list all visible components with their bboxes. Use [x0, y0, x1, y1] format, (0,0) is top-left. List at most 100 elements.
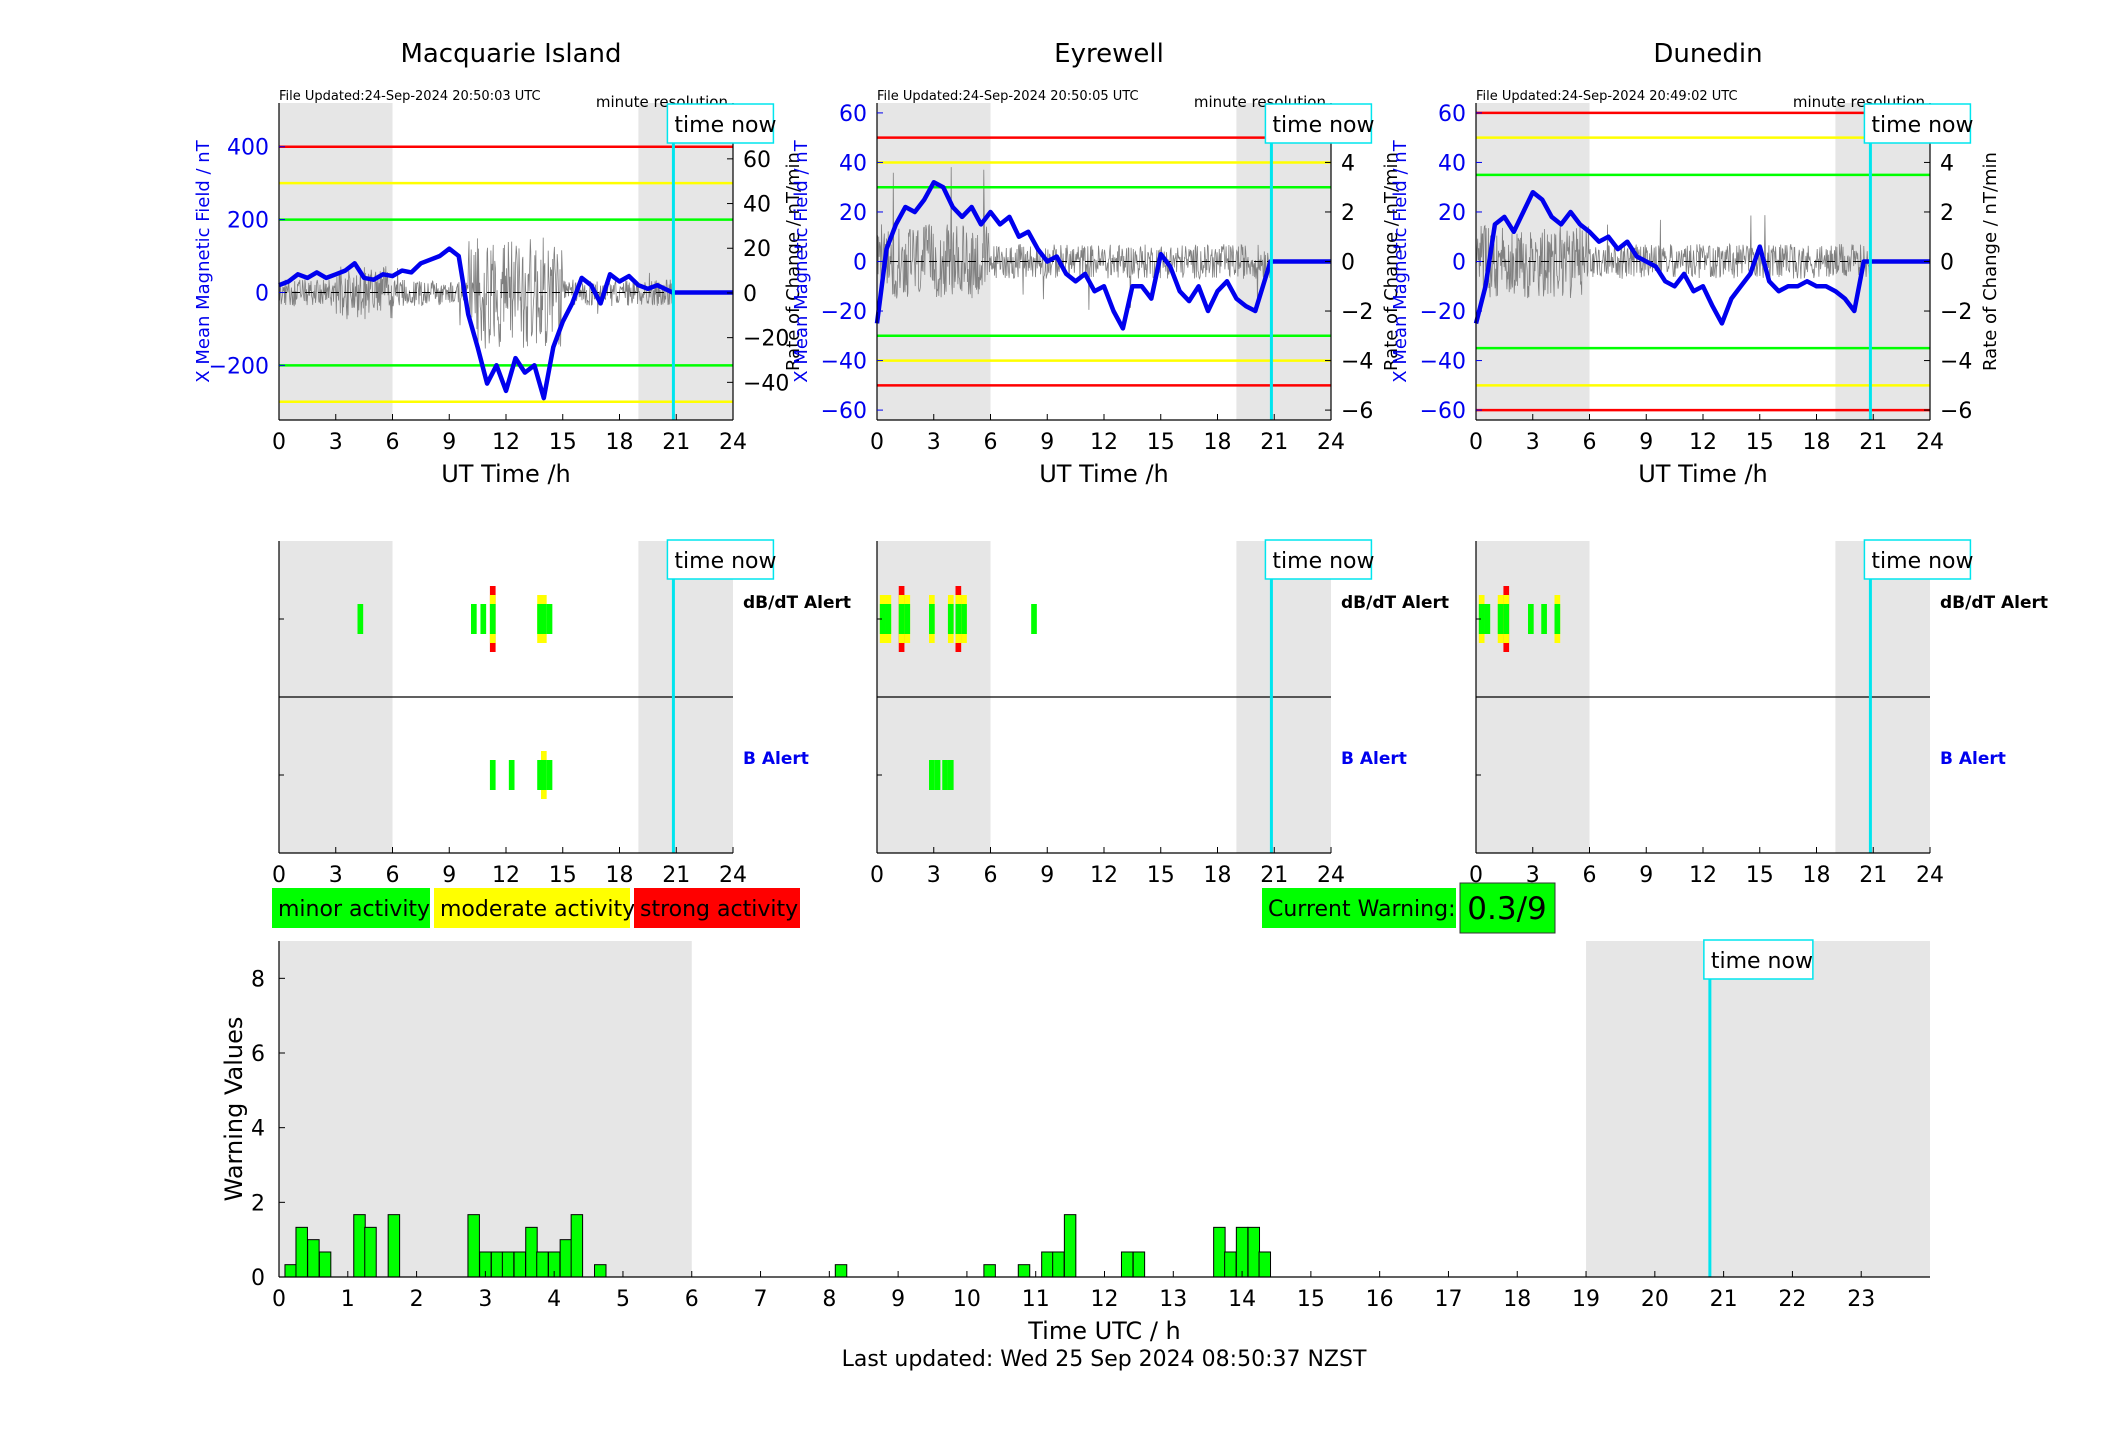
y-tick-label: 60: [839, 102, 867, 127]
warning-bar: [1258, 1251, 1272, 1278]
x-tick-label: 1: [341, 1287, 355, 1312]
x-tick-label: 17: [1434, 1287, 1462, 1312]
time-now-box: [1264, 103, 1373, 144]
warning-bar: [1224, 1251, 1237, 1278]
x-tick-label: 12: [1689, 863, 1717, 888]
dbdt-alert-mark: [1497, 604, 1504, 634]
y-tick-label: 0: [255, 281, 269, 306]
x-tick-label: 0: [272, 1287, 286, 1312]
dbdt-alert-mark: [955, 604, 962, 634]
x-tick-label: 3: [1526, 430, 1540, 455]
time-now-box: [1264, 539, 1373, 580]
y-right-tick-label: 20: [743, 237, 771, 262]
y-right-tick-label: 2: [1341, 201, 1355, 226]
legend-strong-swatch: [634, 888, 800, 928]
y-tick-label: 0: [251, 1266, 265, 1291]
y-tick-label: −40: [1420, 350, 1466, 375]
y-tick-label: 0: [853, 251, 867, 276]
alert-panel-1: 0 3 6 9 12 15 18 21 24 dB/dT Alert B Alert time now: [272, 539, 851, 888]
x-tick-label: 3: [329, 863, 343, 888]
x-tick-label: 21: [1710, 1287, 1738, 1312]
y-right-tick-label: 0: [743, 282, 757, 307]
dbdt-alert-mark: [357, 604, 364, 634]
legend-moderate-swatch: [434, 888, 630, 928]
mean-field-series: [278, 246, 733, 401]
b-alert-mark: [540, 760, 547, 790]
y-right-tick-label: 0: [1940, 251, 1954, 276]
b-alert-label: B Alert: [743, 749, 809, 769]
rate-of-change-trace: [1475, 215, 1870, 299]
time-now-label: time now: [1871, 549, 1973, 574]
y-right-axis-label: Rate of Change / nT/min: [1980, 152, 2001, 371]
dbdt-alert-mark: [904, 604, 911, 634]
warning-bar: [387, 1214, 401, 1278]
y-tick-label: 60: [1438, 102, 1466, 127]
x-tick-label: 0: [870, 430, 884, 455]
x-tick-label: 5: [616, 1287, 630, 1312]
night-shading: [638, 103, 733, 420]
y-tick-label: −200: [209, 354, 269, 379]
warning-bar: [467, 1214, 480, 1278]
b-alert-label: B Alert: [1341, 749, 1407, 769]
x-tick-label: 12: [1689, 430, 1717, 455]
dbdt-alert-mark: [929, 604, 935, 634]
y-right-tick-label: 4: [1940, 151, 1954, 176]
x-tick-label: 0: [1469, 430, 1483, 455]
warning-bar: [1017, 1264, 1031, 1278]
y-axis-label: X Mean Magnetic Field / nT: [193, 139, 214, 382]
warning-bar: [307, 1239, 320, 1278]
y-axis-label: X Mean Magnetic Field / nT: [791, 139, 812, 382]
y-tick-label: 40: [839, 151, 867, 176]
b-alert-mark: [947, 760, 954, 790]
y-tick-label: 40: [1438, 151, 1466, 176]
x-tick-label: 6: [386, 863, 400, 888]
y-right-axis-label: Rate of Change / nT/min: [783, 152, 804, 371]
y-right-tick-label: 60: [743, 148, 771, 173]
warning-bar: [1052, 1251, 1065, 1278]
warning-bar: [834, 1264, 848, 1278]
y-tick-label: 400: [227, 136, 269, 161]
x-tick-label: 21: [662, 430, 690, 455]
y-tick-label: −40: [821, 350, 867, 375]
time-now-box: [1703, 939, 1814, 980]
rate-of-change-trace: [876, 167, 1271, 310]
y-right-tick-label: 40: [743, 193, 771, 218]
y-right-tick-label: −2: [1341, 300, 1373, 325]
dbdt-alert-mark: [898, 604, 905, 634]
x-tick-label: 2: [410, 1287, 424, 1312]
x-tick-label: 18: [606, 863, 634, 888]
x-tick-label: 22: [1778, 1287, 1806, 1312]
y-right-tick-label: −6: [1341, 399, 1373, 424]
x-tick-label: 21: [1260, 430, 1288, 455]
y-right-tick-label: −4: [1341, 350, 1373, 375]
activity-legend: minor activity moderate activity strong ac…: [272, 888, 800, 928]
warning-bar: [1063, 1214, 1077, 1278]
x-tick-label: 18: [1204, 863, 1232, 888]
x-tick-label: 12: [1090, 863, 1118, 888]
x-tick-label: 24: [1916, 430, 1944, 455]
warning-bar: [536, 1251, 549, 1278]
x-tick-label: 4: [547, 1287, 561, 1312]
x-tick-label: 6: [1583, 430, 1597, 455]
x-tick-label: 6: [1583, 863, 1597, 888]
y-tick-label: −60: [1420, 399, 1466, 424]
warning-bar: [1041, 1251, 1054, 1278]
dbdt-alert-mark: [885, 604, 892, 634]
time-now-label: time now: [1711, 949, 1813, 974]
x-tick-label: 10: [953, 1287, 981, 1312]
b-alert-label: B Alert: [1940, 749, 2006, 769]
time-now-label: time now: [1871, 113, 1973, 138]
last-updated-text: Last updated: Wed 25 Sep 2024 08:50:37 N…: [842, 1347, 1367, 1372]
b-alert-mark: [489, 760, 496, 790]
y-right-tick-label: −20: [743, 327, 789, 352]
warning-values-chart: 0 1 2 3 4 5 6 7 8 9 10 11 12 13 14 15 16 17 18 19 20 21 22 2302…: [220, 939, 1930, 1345]
current-warning-value: 0.3/9: [1467, 891, 1546, 927]
magnetometer-panel-3: 03691215182124−60−40−200204060−6−4−20246…: [1390, 39, 2001, 488]
warning-bar: [1235, 1226, 1249, 1278]
y-right-tick-label: 2: [1940, 201, 1954, 226]
current-warning-value-bg: [1459, 882, 1556, 934]
warning-bar: [525, 1226, 538, 1278]
x-tick-label: 0: [272, 863, 286, 888]
y-tick-label: −60: [821, 399, 867, 424]
y-right-tick-label: −40: [743, 371, 789, 396]
